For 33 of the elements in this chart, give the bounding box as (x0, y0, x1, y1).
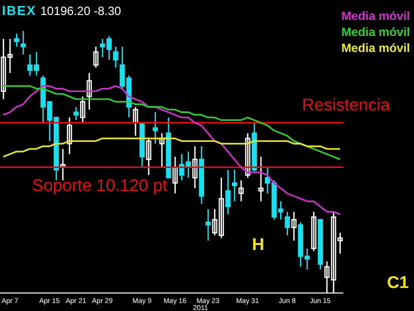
candlestick (132, 106, 138, 136)
text: Media móvil (341, 24, 410, 40)
candlestick (113, 46, 118, 68)
candlestick (152, 112, 158, 144)
candlestick (206, 208, 211, 242)
candlestick (14, 32, 20, 48)
candlestick (291, 211, 297, 242)
chart-title: IBEX (2, 3, 36, 18)
candlestick (284, 211, 290, 236)
candlestick (245, 132, 250, 178)
text: Media móvil (341, 40, 410, 56)
candlestick (258, 156, 264, 202)
candlestick (73, 106, 79, 121)
candlestick (66, 116, 72, 155)
candlestick (86, 72, 92, 110)
candlestick (20, 31, 26, 56)
text: C1 (387, 273, 409, 293)
text: Media móvil (341, 8, 410, 24)
candlestick (311, 211, 316, 252)
candlestick (238, 180, 244, 202)
candlestick (232, 169, 238, 202)
candlestick (93, 46, 98, 68)
candlestick (172, 156, 178, 194)
candlestick (192, 146, 198, 189)
chart-subtitle: 10196.20 -8.30 (40, 4, 122, 18)
candlestick (80, 96, 86, 124)
candlestick (225, 169, 231, 216)
ref-line-label: Resistencia (302, 96, 390, 115)
ref-line-label: Soporte 10.120 pt (32, 176, 168, 196)
candlestick (146, 138, 152, 176)
candlestick (159, 132, 165, 168)
annotation: H (252, 235, 264, 255)
candlestick (60, 148, 66, 181)
